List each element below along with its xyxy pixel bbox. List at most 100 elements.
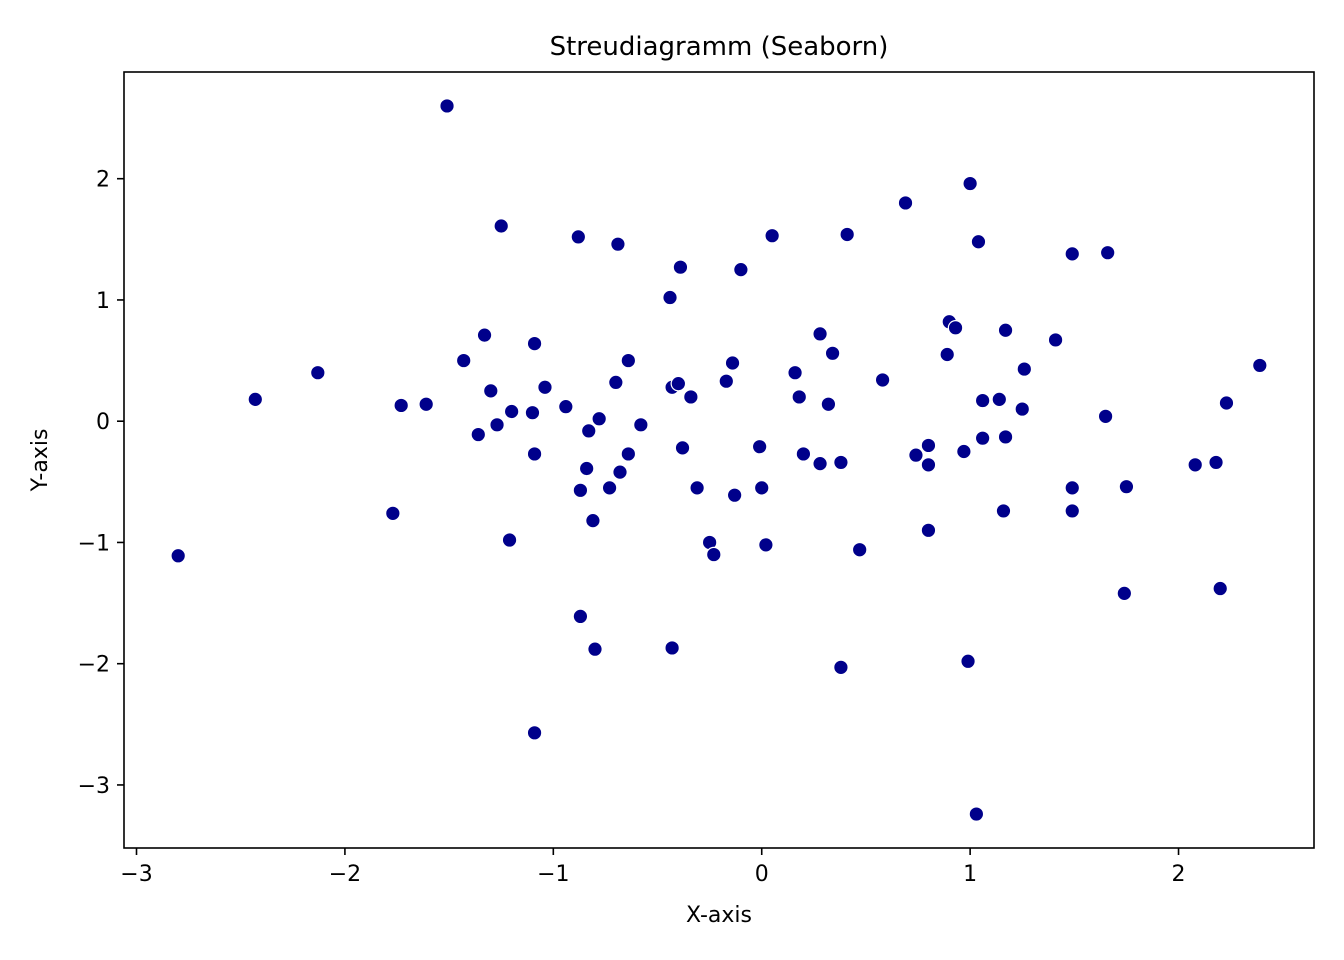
scatter-point [897, 195, 914, 211]
scatter-point [601, 480, 618, 496]
scatter-point [501, 532, 518, 548]
scatter-point [247, 391, 264, 408]
scatter-point [764, 227, 780, 244]
scatter-point [758, 537, 774, 553]
scatter-point [753, 480, 770, 496]
scatter-point [724, 355, 741, 371]
y-tick-label: −3 [78, 774, 110, 799]
scatter-point [664, 640, 680, 656]
scatter-point [672, 259, 689, 276]
scatter-point [524, 404, 541, 421]
scatter-point [791, 389, 808, 405]
scatter-point [839, 226, 855, 243]
scatter-point [947, 320, 964, 336]
scatter-point [608, 374, 624, 391]
scatter-point [995, 503, 1012, 519]
y-tick-label: −2 [78, 653, 110, 678]
scatter-point [455, 352, 472, 369]
scatter-point [580, 423, 597, 439]
scatter-point [1118, 478, 1135, 495]
scatter-point [974, 430, 991, 446]
scatter-point [1212, 580, 1229, 597]
scatter-point [385, 505, 401, 522]
scatter-point [787, 364, 803, 381]
scatter-point [170, 547, 186, 564]
scatter-point [591, 410, 607, 427]
scatter-point [1064, 503, 1081, 519]
x-tick-label: −1 [537, 862, 569, 887]
x-axis: −3 −2 −1 0 1 2 [120, 848, 1186, 887]
scatter-point [526, 725, 543, 741]
scatter-point [874, 372, 891, 388]
plot-area [123, 71, 1315, 849]
scatter-point [493, 218, 510, 234]
x-axis-label: X-axis [686, 903, 752, 928]
scatter-point [812, 455, 828, 472]
y-tick-label: 0 [96, 410, 110, 435]
scatter-point [418, 396, 434, 413]
scatter-point [612, 464, 628, 480]
y-tick-label: 1 [96, 289, 110, 314]
scatter-point [968, 806, 985, 822]
scatter-point [476, 327, 493, 343]
scatter-point [908, 447, 924, 463]
scatter-point [1016, 361, 1033, 377]
y-tick-label: 2 [96, 168, 110, 193]
chart-title: Streudiagramm (Seaborn) [550, 32, 889, 62]
scatter-point [633, 417, 649, 433]
scatter-point [1116, 585, 1133, 602]
scatter-point [537, 379, 553, 396]
scatter-point [991, 391, 1008, 408]
scatter-point [970, 233, 987, 250]
scatter-point [689, 480, 705, 496]
scatter-point [1064, 246, 1081, 262]
scatter-point [1097, 408, 1114, 425]
scatter-point [1064, 480, 1081, 496]
scatter-point [820, 396, 837, 413]
scatter-point [1014, 401, 1031, 417]
x-tick-label: 0 [755, 862, 769, 887]
scatter-point [718, 373, 735, 389]
scatter-point [1099, 244, 1116, 261]
scatter-point [310, 364, 326, 381]
data-points [170, 98, 1268, 822]
scatter-point [620, 352, 637, 369]
scatter-point [585, 512, 601, 529]
y-axis: −3 −2 −1 0 1 2 [78, 168, 124, 799]
scatter-point [920, 457, 937, 473]
scatter-point [833, 659, 849, 676]
scatter-point [572, 608, 589, 625]
scatter-point [812, 326, 828, 342]
x-tick-label: 1 [963, 862, 977, 887]
scatter-point [670, 375, 687, 392]
scatter-point [824, 345, 841, 362]
scatter-point [662, 289, 678, 306]
scatter-point [962, 175, 978, 192]
scatter-point [572, 482, 589, 499]
scatter-point [674, 440, 691, 456]
scatter-point [751, 438, 768, 455]
scatter-point [1187, 457, 1204, 473]
scatter-point [578, 460, 595, 477]
scatter-point [733, 261, 749, 278]
scatter-point [851, 541, 868, 558]
scatter-point [620, 446, 637, 462]
scatter-point [974, 392, 991, 409]
scatter-point [997, 322, 1014, 339]
scatter-point [1218, 395, 1235, 411]
scatter-point [570, 229, 587, 245]
scatter-point [482, 383, 499, 399]
scatter-point [939, 346, 956, 363]
scatter-point [833, 454, 849, 471]
x-tick-label: −2 [329, 862, 361, 887]
scatter-point [1208, 454, 1224, 471]
scatter-point [470, 426, 487, 443]
x-tick-label: 2 [1172, 862, 1186, 887]
scatter-point [960, 653, 976, 670]
scatter-point [726, 487, 743, 503]
scatter-point [503, 403, 520, 420]
scatter-point [997, 429, 1014, 445]
scatter-point [1047, 332, 1064, 348]
scatter-point [439, 98, 455, 114]
